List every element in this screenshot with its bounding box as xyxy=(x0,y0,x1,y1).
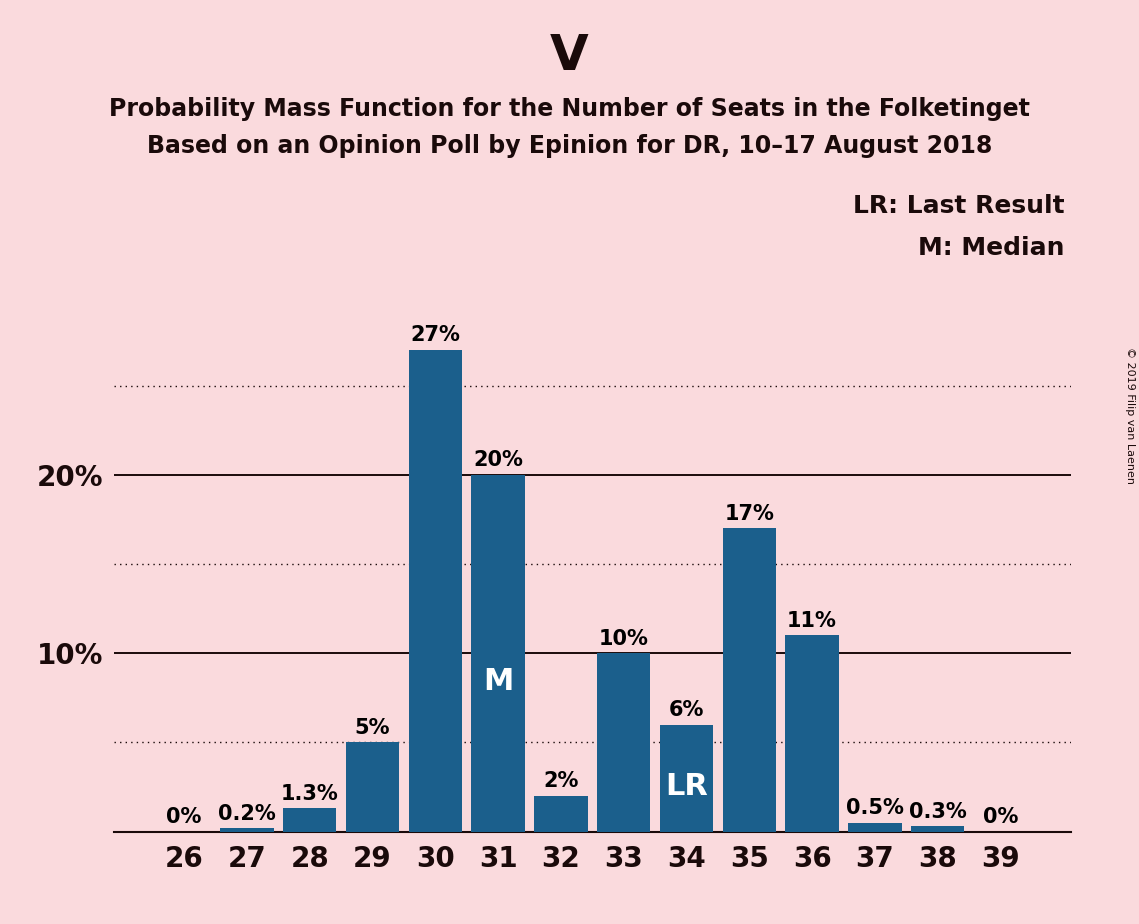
Text: 2%: 2% xyxy=(543,772,579,792)
Text: 20%: 20% xyxy=(473,450,523,470)
Text: M: M xyxy=(483,667,514,696)
Bar xyxy=(786,636,838,832)
Text: 27%: 27% xyxy=(410,325,460,346)
Text: 0%: 0% xyxy=(166,808,202,827)
Bar xyxy=(911,826,965,832)
Bar xyxy=(849,822,902,832)
Bar xyxy=(220,828,273,832)
Text: 0%: 0% xyxy=(983,808,1018,827)
Text: V: V xyxy=(550,32,589,80)
Text: 0.5%: 0.5% xyxy=(846,798,904,819)
Text: Probability Mass Function for the Number of Seats in the Folketinget: Probability Mass Function for the Number… xyxy=(109,97,1030,121)
Bar xyxy=(409,350,462,832)
Text: 6%: 6% xyxy=(669,700,704,720)
Bar xyxy=(597,653,650,832)
Text: 5%: 5% xyxy=(354,718,391,738)
Bar xyxy=(282,808,336,832)
Text: 17%: 17% xyxy=(724,504,775,524)
Text: 10%: 10% xyxy=(599,628,648,649)
Bar xyxy=(659,724,713,832)
Text: 1.3%: 1.3% xyxy=(281,784,338,804)
Bar xyxy=(346,742,399,832)
Text: 0.3%: 0.3% xyxy=(909,802,967,821)
Text: 0.2%: 0.2% xyxy=(218,804,276,823)
Bar xyxy=(534,796,588,832)
Text: Based on an Opinion Poll by Epinion for DR, 10–17 August 2018: Based on an Opinion Poll by Epinion for … xyxy=(147,134,992,158)
Text: LR: Last Result: LR: Last Result xyxy=(853,194,1065,218)
Bar xyxy=(472,475,525,832)
Text: M: Median: M: Median xyxy=(918,236,1065,260)
Text: 11%: 11% xyxy=(787,611,837,631)
Text: LR: LR xyxy=(665,772,708,801)
Bar xyxy=(722,529,776,832)
Text: © 2019 Filip van Laenen: © 2019 Filip van Laenen xyxy=(1125,347,1134,484)
